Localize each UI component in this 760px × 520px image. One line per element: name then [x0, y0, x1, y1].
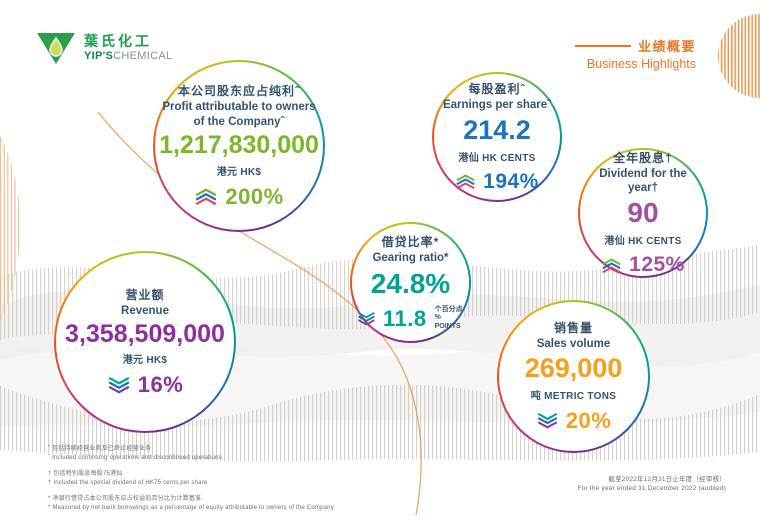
metric-label-en: Earnings per shareˆ: [442, 99, 551, 112]
footnote-group: † 包括特别股息每股75港仙 † Included the special di…: [48, 470, 334, 488]
metric-value: 214.2: [463, 114, 531, 145]
metric-label-en: Sales volume: [536, 337, 611, 350]
metric-label-zh: 本公司股东应占纯利ˆ: [178, 84, 300, 99]
metric-unit: 港仙 HK CENTS: [458, 152, 536, 164]
metric-value: 3,358,509,000: [65, 319, 225, 348]
footnote-zh: † 包括特别股息每股75港仙: [48, 471, 123, 477]
metric-label-zh: 借贷比率*: [381, 235, 440, 250]
report-period-zh: 截至2022年12月31日止年度（经审核）: [608, 476, 726, 483]
metric-change-row: 16%: [107, 372, 184, 398]
metric-unit: 港元 HK$: [122, 355, 168, 367]
metric-label-en: Revenue: [121, 304, 169, 317]
header-rule: [574, 44, 631, 47]
pinstripe-left-sliver: [0, 136, 21, 322]
metric-value: 1,217,830,000: [159, 131, 319, 160]
pinstripe-fan-top-right: [718, 14, 760, 98]
metric-circle-profit: 本公司股东应占纯利ˆ Profit attributable to owners…: [153, 60, 325, 232]
metric-change-row: 200%: [194, 184, 283, 210]
metric-circle-revenue: 营业额 Revenue 3,358,509,000 港元 HK$ 16%: [54, 251, 236, 433]
metric-label-en: Gearing ratio*: [372, 252, 449, 265]
metric-circle-dividend: 全年股息† Dividend for the year† 90 港仙 HK CE…: [578, 148, 708, 278]
metric-unit: 吨 METRIC TONS: [530, 391, 617, 403]
metric-change-row: 11.8 个百分点 % POINTS: [357, 306, 464, 332]
logo-triangle-droplet-icon: [37, 33, 75, 64]
metric-value: 24.8%: [370, 267, 451, 299]
metric-unit: 港仙 HK CENTS: [604, 236, 682, 248]
metric-change-value: 200%: [225, 183, 284, 209]
header-title-zh: 业绩概要: [637, 39, 696, 54]
metric-label-zh: 销售量: [553, 320, 593, 335]
header-title-en: Business Highlights: [586, 57, 696, 71]
footnote-group: ˆ 包括持续经营业务及已终止经营业务 ˆ Included continuing…: [48, 445, 334, 463]
report-period-en: For the year ended 31 December 2022 (aud…: [577, 485, 726, 492]
logo-name-en: YIP'SCHEMICAL: [84, 50, 173, 63]
metric-value: 269,000: [524, 353, 623, 384]
metric-label-en: Profit attributable to owners of the Com…: [162, 101, 316, 128]
metric-change-value: 11.8: [382, 305, 427, 331]
footnote-en: ˆ Included continuing operations and dis…: [48, 455, 222, 461]
metric-change-row: 125%: [601, 253, 685, 277]
metric-change-value: 125%: [629, 253, 685, 277]
footnote-group: * 净银行借贷占本公司股东应占权益的百分比为计算基准 * Measured by…: [48, 495, 334, 513]
metric-unit: 港元 HK$: [216, 166, 262, 178]
increase-arrow-icon: [456, 174, 475, 190]
decrease-arrow-icon: [108, 376, 130, 394]
metric-value: 90: [627, 197, 659, 229]
metric-label-zh: 全年股息†: [613, 150, 673, 165]
metric-circle-gearing-ratio: 借贷比率* Gearing ratio* 24.8% 11.8 个百分点 % P…: [350, 222, 471, 343]
metric-circle-sales-volume: 销售量 Sales volume 269,000 吨 METRIC TONS 2…: [497, 300, 650, 453]
metric-label-en: Dividend for the year†: [599, 167, 687, 195]
decrease-arrow-icon: [537, 413, 557, 429]
footnote-en: † Included the special dividend of HK75 …: [48, 480, 208, 486]
metric-circle-earnings-per-share: 每股盈利ˆ Earnings per shareˆ 214.2 港仙 HK CE…: [432, 72, 562, 202]
metric-change-suffix: 个百分点 % POINTS: [434, 305, 463, 330]
metric-change-value: 16%: [137, 372, 184, 398]
decrease-arrow-icon: [358, 311, 375, 326]
increase-arrow-icon: [602, 258, 621, 273]
footnote-en: * Measured by net bank borrowings as a p…: [48, 505, 334, 511]
footnote-zh: * 净银行借贷占本公司股东应占权益的百分比为计算基准: [48, 496, 202, 502]
metric-change-value: 194%: [483, 169, 539, 193]
company-logo: 葉氏化工 YIP'SCHEMICAL: [36, 32, 172, 66]
increase-arrow-icon: [195, 188, 217, 206]
metric-change-row: 194%: [455, 170, 539, 194]
section-header: 业绩概要 Business Highlights: [574, 36, 696, 71]
metric-change-row: 20%: [536, 408, 612, 434]
report-period: 截至2022年12月31日止年度（经审核） For the year ended…: [578, 475, 726, 493]
metric-label-zh: 每股盈利ˆ: [468, 82, 526, 97]
footnote-zh: ˆ 包括持续经营业务及已终止经营业务: [48, 446, 152, 452]
footnotes: ˆ 包括持续经营业务及已终止经营业务 ˆ Included continuing…: [48, 445, 334, 520]
metric-label-zh: 营业额: [125, 287, 165, 302]
logo-name-zh: 葉氏化工: [84, 33, 152, 49]
metric-change-value: 20%: [565, 408, 612, 434]
